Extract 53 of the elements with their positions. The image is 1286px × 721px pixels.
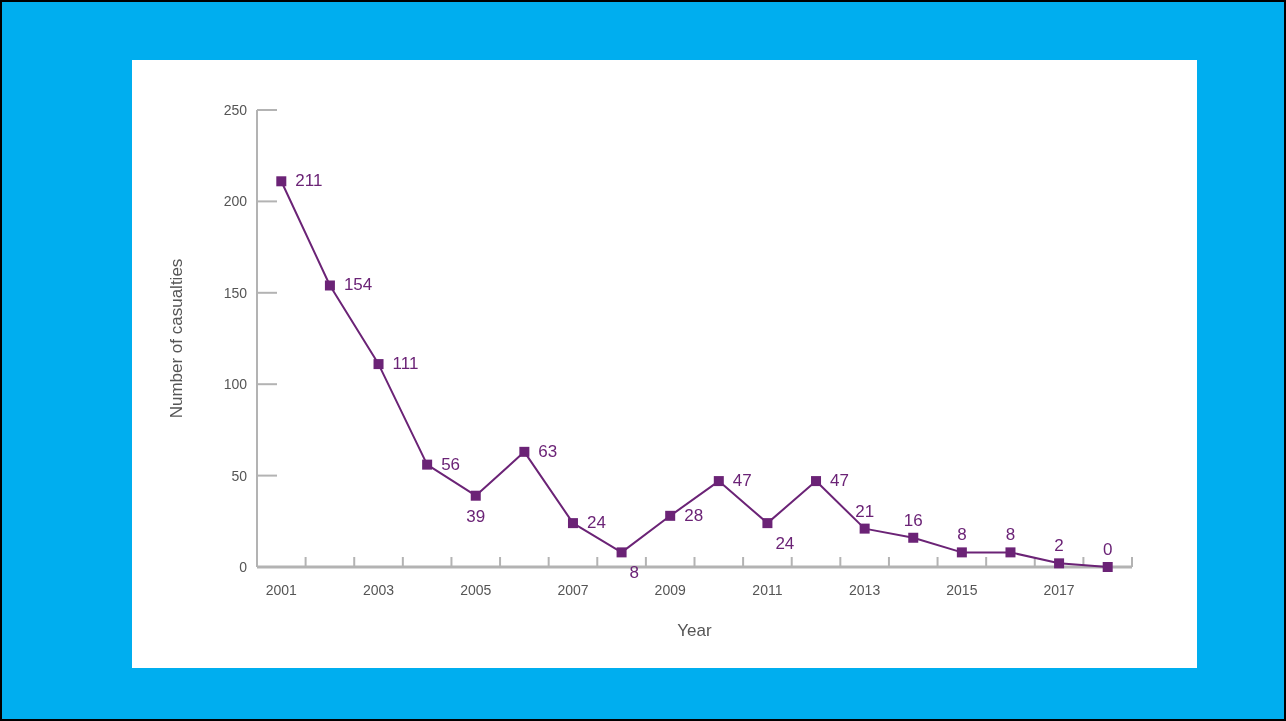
point bbox=[762, 518, 773, 529]
x-tick-label: 2005 bbox=[460, 582, 492, 598]
y-tick-label: 0 bbox=[239, 559, 248, 575]
y-tick-label: 100 bbox=[223, 376, 248, 393]
point bbox=[956, 547, 967, 558]
x-axis-title: Year bbox=[677, 621, 713, 640]
point bbox=[470, 490, 481, 501]
point bbox=[665, 510, 676, 521]
y-tick-label: 50 bbox=[231, 467, 248, 484]
point bbox=[519, 446, 530, 457]
data-label: 8 bbox=[629, 563, 640, 583]
y-axis-title: Number of casualties bbox=[167, 258, 186, 419]
data-label: 2 bbox=[1054, 536, 1064, 556]
data-label: 211 bbox=[295, 171, 323, 191]
point bbox=[324, 280, 335, 291]
point bbox=[713, 476, 724, 487]
x-tick-label: 2001 bbox=[265, 582, 298, 598]
data-label: 24 bbox=[775, 534, 795, 554]
data-label: 63 bbox=[538, 441, 558, 461]
data-label: 154 bbox=[343, 275, 373, 295]
y-tick-label: 200 bbox=[223, 193, 248, 210]
y-tick-label: 250 bbox=[223, 102, 248, 118]
x-tick-label: 2017 bbox=[1043, 582, 1075, 598]
point bbox=[422, 459, 433, 470]
x-tick-label: 2015 bbox=[946, 582, 978, 598]
point bbox=[1102, 562, 1113, 572]
x-tick-label: 2003 bbox=[362, 582, 395, 598]
data-label: 56 bbox=[441, 454, 461, 474]
x-tick-label: 2013 bbox=[849, 582, 881, 598]
point bbox=[1054, 558, 1065, 569]
point bbox=[276, 176, 287, 187]
data-label: 47 bbox=[830, 471, 849, 491]
point bbox=[616, 547, 627, 558]
x-tick-label: 2007 bbox=[557, 582, 589, 598]
point bbox=[908, 532, 919, 543]
data-label: 8 bbox=[957, 525, 967, 545]
data-label: 21 bbox=[855, 501, 875, 521]
data-label: 8 bbox=[1005, 525, 1016, 545]
x-tick-label: 2009 bbox=[654, 582, 686, 598]
point bbox=[1005, 547, 1016, 558]
y-tick-label: 150 bbox=[223, 284, 248, 301]
data-label: 111 bbox=[392, 354, 419, 374]
data-label: 0 bbox=[1102, 540, 1113, 559]
point bbox=[811, 476, 822, 487]
point bbox=[567, 518, 578, 529]
data-label: 39 bbox=[466, 506, 486, 526]
data-label: 24 bbox=[586, 513, 606, 533]
data-label: 28 bbox=[684, 505, 704, 525]
point bbox=[373, 359, 384, 370]
point bbox=[859, 523, 870, 534]
x-tick-label: 2011 bbox=[752, 582, 783, 598]
data-label: 47 bbox=[732, 471, 752, 491]
data-label: 16 bbox=[903, 510, 923, 530]
